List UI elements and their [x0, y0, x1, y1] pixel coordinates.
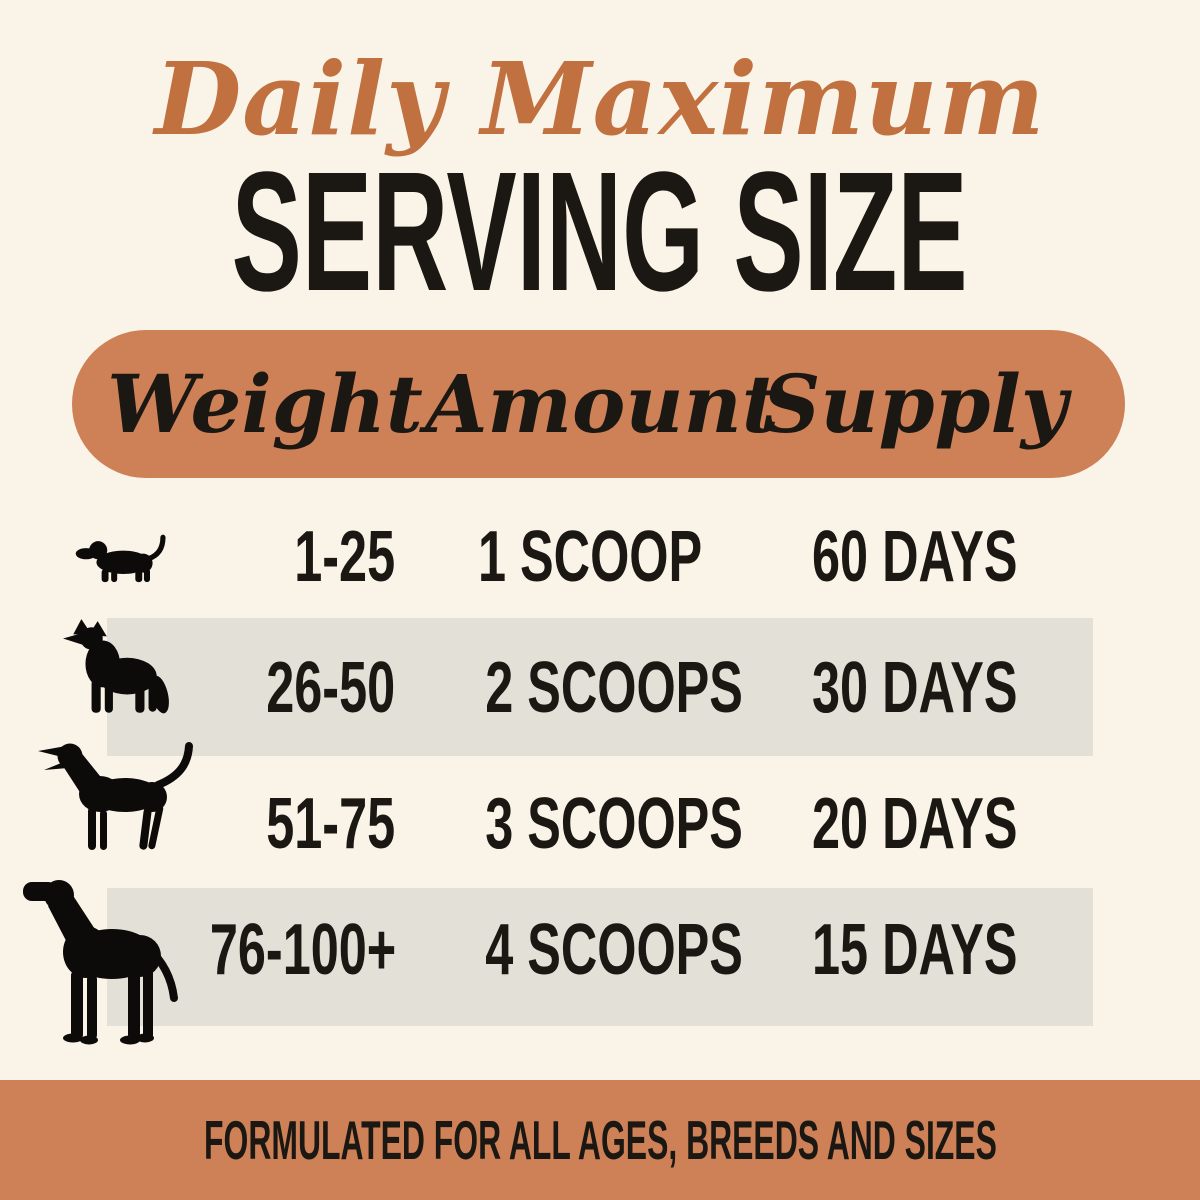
weight-value: 26-50	[266, 648, 395, 728]
table-row: 1-25 1 SCOOP 60 DAYS	[0, 517, 1200, 597]
title-eyebrow: Daily Maximum	[154, 40, 1046, 158]
weight-value: 76-100+	[209, 910, 397, 990]
dachshund-dog-icon	[75, 534, 166, 583]
column-header-weight: Weight	[107, 357, 423, 451]
row-highlight-band-2	[107, 618, 1093, 756]
medium-dog-icon	[63, 619, 169, 714]
supply-value: 20 DAYS	[812, 784, 1018, 864]
footer-text: FORMULATED FOR ALL AGES, BREEDS AND SIZE…	[203, 1109, 997, 1171]
supply-value: 30 DAYS	[812, 648, 1018, 728]
table-row: 76-100+ 4 SCOOPS 15 DAYS	[0, 910, 1200, 990]
table-header-bar	[72, 330, 1125, 478]
column-header-supply: Supply	[762, 357, 1068, 451]
title-main: SERVING SIZE	[0, 147, 1200, 317]
xlarge-dog-icon	[23, 880, 178, 1045]
amount-value: 2 SCOOPS	[485, 648, 743, 728]
footer-band: FORMULATED FOR ALL AGES, BREEDS AND SIZE…	[0, 1080, 1200, 1200]
supply-value: 60 DAYS	[812, 517, 1018, 597]
amount-value: 3 SCOOPS	[485, 784, 743, 864]
column-header-amount: Amount	[425, 357, 779, 451]
row-highlight-band-4	[107, 888, 1093, 1026]
amount-value: 1 SCOOP	[478, 517, 703, 597]
large-dog-icon	[38, 742, 193, 850]
weight-value: 1-25	[294, 517, 395, 597]
table-row: 26-50 2 SCOOPS 30 DAYS	[0, 648, 1200, 728]
table-row: 51-75 3 SCOOPS 20 DAYS	[0, 784, 1200, 864]
weight-value: 51-75	[266, 784, 395, 864]
supply-value: 15 DAYS	[812, 910, 1018, 990]
title-main-text: SERVING SIZE	[231, 137, 969, 327]
amount-value: 4 SCOOPS	[485, 910, 743, 990]
